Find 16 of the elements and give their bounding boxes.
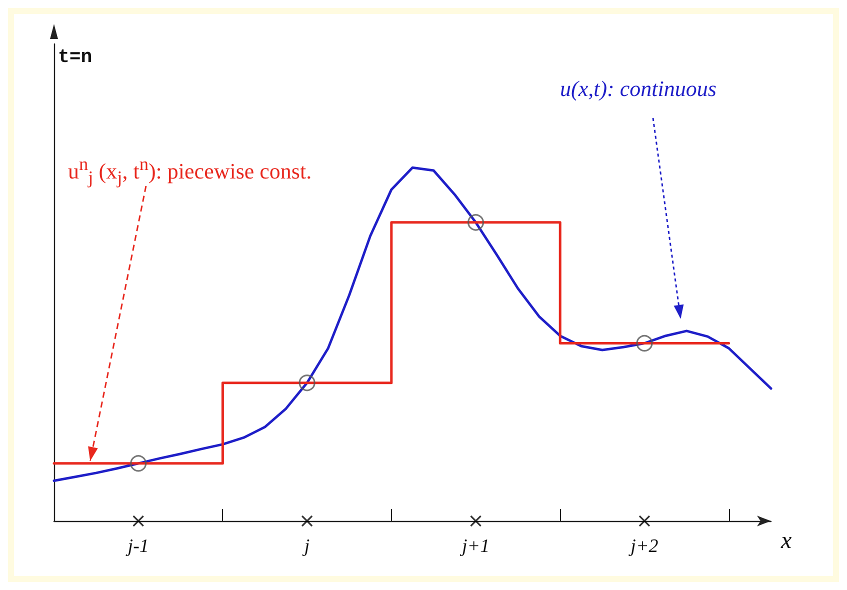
point	[636, 334, 653, 352]
x-tick-label: j+1	[458, 536, 490, 557]
text: t=n	[58, 46, 92, 68]
point	[470, 515, 482, 527]
x-tick-label: j	[301, 536, 310, 557]
point	[467, 214, 484, 231]
point	[301, 515, 313, 527]
x-tick-label: j+2	[628, 536, 659, 557]
annotation: u$^{n}$$_{j}$ (x$_{j}$, t$^{n}$): piecewise const.	[68, 154, 312, 189]
text: u(x,t): continuous	[560, 76, 716, 102]
point	[132, 515, 144, 527]
x-axis-title: x	[780, 528, 792, 554]
point	[298, 374, 316, 392]
x-tick-label: j-1	[124, 536, 149, 557]
point	[638, 515, 650, 527]
point	[130, 455, 147, 472]
